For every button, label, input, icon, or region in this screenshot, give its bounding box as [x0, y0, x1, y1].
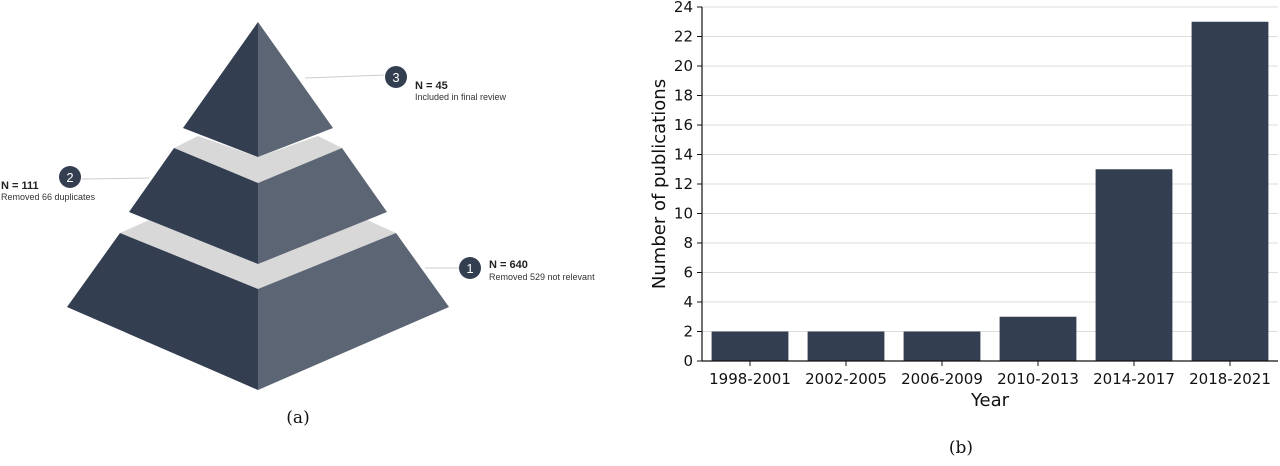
- x-tick-label: 2006-2009: [901, 370, 983, 388]
- stage-badge-number: 2: [66, 170, 73, 185]
- x-tick-label: 2002-2005: [805, 370, 887, 388]
- x-tick-labels: 1998-2001 2002-2005 2006-2009 2010-2013 2014…: [709, 370, 1271, 388]
- y-tick-label: 22: [674, 28, 693, 46]
- stage-badge-2: [59, 166, 81, 188]
- stage-description: Removed 529 not relevant: [489, 272, 595, 282]
- pyramid-tier-1-right: [258, 233, 449, 390]
- stage-description: Removed 66 duplicates: [1, 192, 96, 202]
- x-tick-label: 2018-2021: [1189, 370, 1271, 388]
- pyramid-tier-2-left: [129, 148, 258, 264]
- pyramid-tier-1-left: [67, 233, 258, 390]
- stage-description: Included in final review: [415, 92, 507, 102]
- stage-count-label: N = 45: [415, 80, 448, 92]
- panel-a-caption: (a): [286, 408, 309, 428]
- y-tick-label: 18: [674, 87, 693, 105]
- stage-badge-number: 1: [466, 261, 473, 276]
- stage-count-label: N = 640: [489, 259, 528, 271]
- bars: [711, 21, 1269, 361]
- pyramid-tier-2-right: [258, 148, 387, 264]
- bar-2002-2005: [807, 331, 885, 361]
- axes: [697, 6, 1278, 366]
- pyramid-band-upper: [174, 136, 342, 183]
- y-tick-label: 2: [683, 323, 693, 341]
- x-axis-label: Year: [970, 390, 1010, 411]
- y-tick-label: 24: [674, 0, 693, 16]
- stage-badge-1: [459, 257, 481, 279]
- stage-annotation-1: 1 N = 640 Removed 529 not relevant: [459, 257, 595, 282]
- y-tick-label: 12: [674, 175, 693, 193]
- stage-badge-3: [385, 66, 407, 88]
- panel-b-caption: (b): [949, 438, 973, 458]
- bar-2018-2021: [1191, 21, 1269, 361]
- bar-2014-2017: [1095, 169, 1173, 361]
- stage-annotation-2: 2 N = 111 Removed 66 duplicates: [1, 166, 96, 202]
- pyramid-tier-3-right: [258, 22, 333, 157]
- y-tick-label: 16: [674, 116, 693, 134]
- pyramid-tier-3-left: [183, 22, 258, 157]
- x-tick-label: 2014-2017: [1093, 370, 1175, 388]
- bar-2006-2009: [903, 331, 981, 361]
- pyramid-figure: 3 N = 45 Included in final review 2 N = …: [0, 0, 640, 462]
- bar-1998-2001: [711, 331, 789, 361]
- stage-count-label: N = 111: [1, 180, 39, 192]
- y-tick-label: 8: [683, 234, 693, 252]
- stage-annotation-3: 3 N = 45 Included in final review: [385, 66, 507, 102]
- stage-badge-number: 3: [392, 70, 399, 85]
- y-axis-label: Number of publications: [649, 79, 670, 289]
- x-tick-label: 1998-2001: [709, 370, 791, 388]
- leader-line-3: [304, 74, 385, 79]
- y-tick-label: 10: [674, 205, 693, 223]
- bar-chart-figure: 0 2 4 6 8 10 12 14 16 18 20 22 24 1998-2001 2002-2005…: [640, 0, 1280, 462]
- y-tick-label: 14: [674, 146, 693, 164]
- y-tick-label: 0: [683, 352, 693, 370]
- y-tick-label: 6: [683, 264, 693, 282]
- bar-2010-2013: [999, 316, 1077, 361]
- y-tick-label: 20: [674, 57, 693, 75]
- pyramid-svg: 3 N = 45 Included in final review 2 N = …: [1, 22, 595, 428]
- x-tick-label: 2010-2013: [997, 370, 1079, 388]
- leader-line-2: [81, 177, 150, 180]
- y-tick-label: 4: [683, 293, 693, 311]
